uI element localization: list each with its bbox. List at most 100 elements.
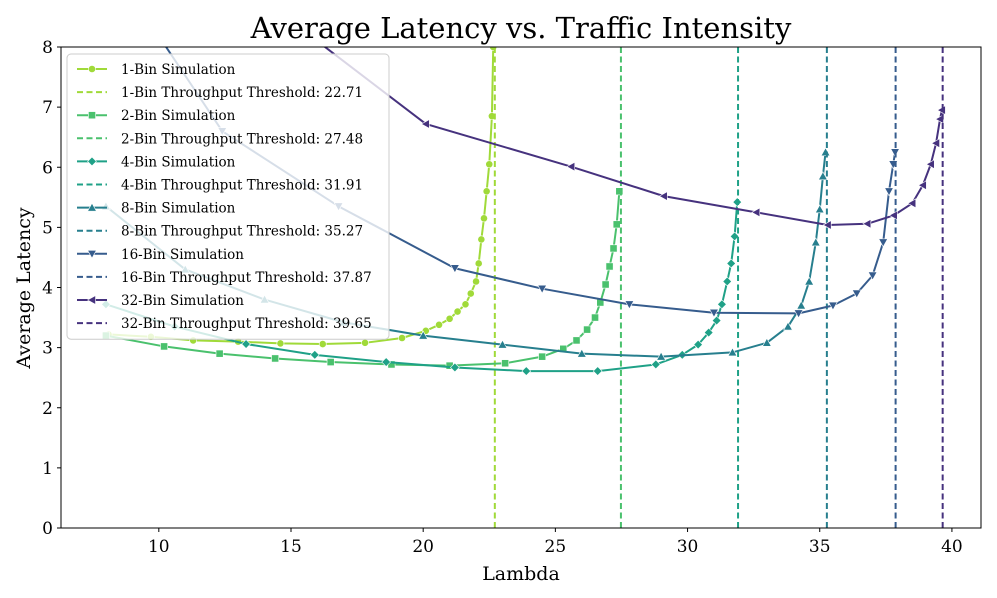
legend-item: 2-Bin Throughput Threshold: 27.48 bbox=[77, 131, 363, 147]
legend-item: 16-Bin Throughput Threshold: 37.87 bbox=[77, 270, 372, 286]
legend-marker bbox=[86, 295, 96, 305]
y-axis-label: Average Latency bbox=[13, 207, 35, 369]
data-point bbox=[381, 357, 391, 367]
legend-item: 8-Bin Simulation bbox=[77, 201, 236, 217]
data-point bbox=[822, 220, 832, 230]
x-tick-label: 40 bbox=[941, 537, 963, 557]
legend-item: 1-Bin Simulation bbox=[77, 62, 236, 78]
data-point bbox=[435, 320, 443, 329]
data-point bbox=[711, 315, 722, 326]
legend-item: 2-Bin Simulation bbox=[77, 108, 236, 124]
data-point bbox=[215, 349, 224, 358]
x-tick-label: 15 bbox=[280, 537, 302, 557]
data-point bbox=[453, 307, 462, 316]
data-point bbox=[867, 271, 878, 281]
data-point bbox=[783, 321, 793, 331]
x-tick-label: 25 bbox=[545, 537, 567, 557]
data-point bbox=[537, 284, 548, 294]
data-point bbox=[485, 160, 494, 169]
data-point bbox=[656, 351, 667, 361]
data-point bbox=[445, 314, 454, 323]
legend-item: 1-Bin Throughput Threshold: 22.71 bbox=[77, 85, 363, 101]
data-point bbox=[566, 161, 576, 172]
data-point bbox=[583, 325, 591, 334]
legend-label: 1-Bin Throughput Threshold: 22.71 bbox=[121, 85, 363, 101]
data-point bbox=[851, 289, 862, 299]
data-point bbox=[115, 25, 123, 34]
data-point bbox=[810, 237, 821, 247]
data-point bbox=[241, 339, 251, 349]
data-point bbox=[931, 138, 940, 149]
data-point bbox=[160, 342, 169, 351]
data-point bbox=[917, 180, 927, 191]
legend-label: 16-Bin Simulation bbox=[121, 247, 244, 263]
data-point bbox=[501, 359, 510, 368]
data-point bbox=[276, 339, 285, 348]
legend-label: 32-Bin Throughput Threshold: 39.65 bbox=[121, 316, 372, 332]
y-axis: 0 1 2 3 4 5 6 7 8 bbox=[42, 38, 61, 539]
legend-item: 32-Bin Throughput Threshold: 39.65 bbox=[77, 316, 372, 332]
legend-label: 32-Bin Simulation bbox=[121, 293, 244, 309]
data-point bbox=[605, 262, 614, 271]
y-tick-label: 7 bbox=[42, 98, 53, 118]
legend-label: 8-Bin Throughput Threshold: 35.27 bbox=[121, 224, 363, 240]
legend-item: 32-Bin Simulation bbox=[77, 293, 244, 309]
data-point bbox=[538, 352, 547, 361]
data-point bbox=[726, 258, 736, 269]
series-line bbox=[108, 47, 495, 346]
data-point bbox=[612, 220, 621, 229]
data-point bbox=[482, 187, 491, 196]
data-point bbox=[722, 276, 733, 287]
data-point bbox=[497, 339, 508, 349]
x-axis-label: Lambda bbox=[482, 563, 560, 585]
legend-label: 2-Bin Throughput Threshold: 27.48 bbox=[121, 131, 363, 147]
data-point bbox=[751, 207, 761, 218]
x-tick-label: 20 bbox=[412, 537, 434, 557]
y-tick-label: 1 bbox=[42, 459, 53, 479]
legend-label: 1-Bin Simulation bbox=[121, 62, 236, 78]
data-point bbox=[472, 277, 480, 286]
data-point bbox=[420, 119, 430, 129]
data-point bbox=[450, 362, 460, 373]
data-point bbox=[361, 338, 369, 347]
data-point bbox=[309, 350, 320, 360]
data-point bbox=[521, 366, 532, 376]
data-point bbox=[884, 187, 894, 197]
y-tick-label: 3 bbox=[42, 339, 53, 359]
series-10 bbox=[115, 25, 946, 230]
legend-item: 8-Bin Throughput Threshold: 35.27 bbox=[77, 224, 363, 240]
x-axis: 10 15 20 25 30 35 40 bbox=[148, 528, 963, 557]
data-point bbox=[925, 159, 935, 170]
y-tick-label: 6 bbox=[42, 158, 53, 178]
legend-marker bbox=[87, 156, 97, 167]
data-point bbox=[828, 301, 838, 311]
legend-label: 4-Bin Throughput Threshold: 31.91 bbox=[121, 178, 363, 194]
data-point bbox=[461, 300, 470, 309]
data-point bbox=[793, 309, 804, 319]
data-point bbox=[796, 300, 807, 310]
legend-box bbox=[66, 53, 390, 340]
legend-marker bbox=[88, 111, 96, 120]
data-point bbox=[814, 204, 825, 214]
data-point bbox=[576, 348, 587, 358]
data-point bbox=[474, 259, 483, 268]
data-point bbox=[326, 358, 335, 366]
legend-marker bbox=[87, 249, 97, 259]
legend-marker bbox=[87, 202, 97, 212]
data-point bbox=[615, 187, 624, 196]
data-point bbox=[817, 171, 828, 181]
data-point bbox=[888, 210, 898, 221]
data-point bbox=[820, 147, 831, 157]
data-point bbox=[318, 340, 327, 348]
data-point bbox=[761, 337, 772, 347]
data-point bbox=[703, 327, 714, 338]
data-point bbox=[729, 231, 740, 242]
data-point bbox=[878, 238, 889, 248]
data-point bbox=[693, 339, 703, 350]
data-point bbox=[624, 300, 635, 310]
legend-item: 16-Bin Simulation bbox=[77, 247, 244, 263]
legend-label: 2-Bin Simulation bbox=[121, 108, 236, 124]
legend-label: 8-Bin Simulation bbox=[121, 201, 236, 217]
data-point bbox=[271, 354, 280, 363]
